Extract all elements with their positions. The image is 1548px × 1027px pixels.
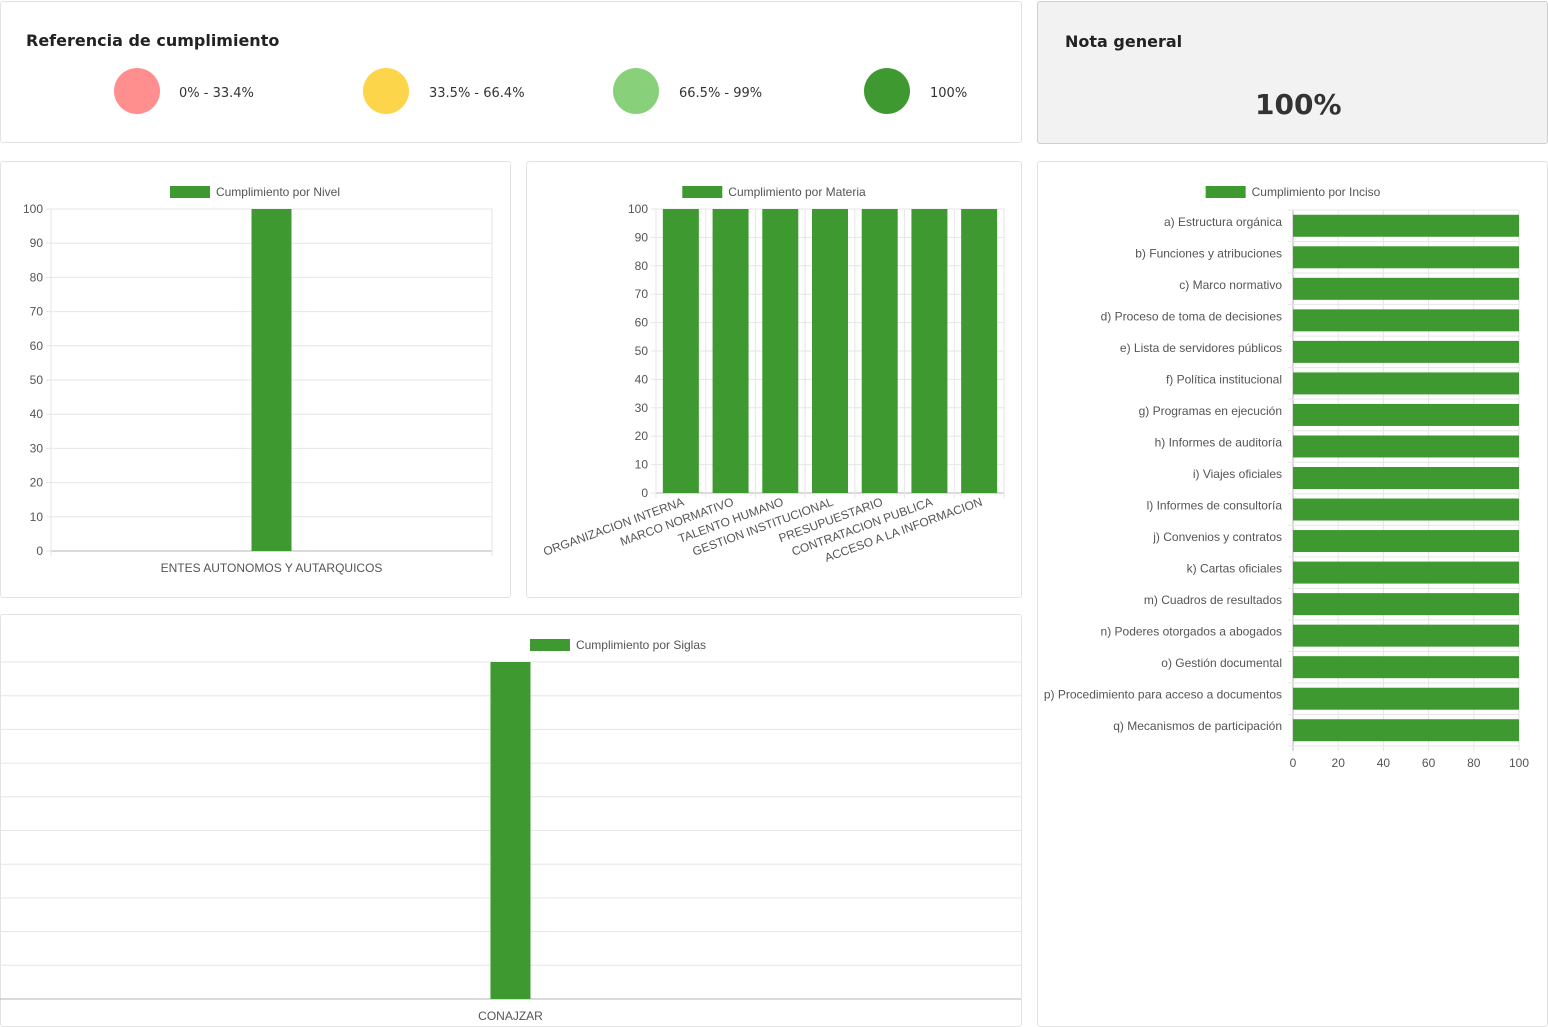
y-tick-label-inciso: n) Poderes otorgados a abogados: [1101, 625, 1282, 639]
bar-inciso: [1293, 246, 1519, 269]
bar-inciso: [1293, 403, 1519, 426]
y-tick-label-nivel: 90: [30, 236, 44, 250]
nota-general-title: Nota general: [1065, 32, 1183, 51]
bar-inciso: [1293, 687, 1519, 710]
y-tick-label-inciso: k) Cartas oficiales: [1187, 562, 1282, 576]
y-tick-label-nivel: 60: [30, 339, 44, 353]
y-tick-label-nivel: 100: [23, 202, 43, 216]
legend-label-high: 66.5% - 99%: [679, 86, 763, 101]
legend-label-siglas: Cumplimiento por Siglas: [576, 638, 706, 652]
bar-inciso: [1293, 498, 1519, 521]
legend-color-high: [613, 68, 659, 114]
bar-materia: [911, 209, 948, 493]
bar-inciso: [1293, 593, 1519, 616]
legend-swatch-siglas: [529, 639, 570, 651]
legend-color-full: [864, 68, 910, 114]
bar-inciso: [1293, 467, 1519, 489]
bar-nivel: [251, 209, 292, 551]
bar-inciso: [1293, 340, 1519, 363]
bar-materia: [662, 209, 699, 493]
y-tick-label-inciso: a) Estructura orgánica: [1164, 215, 1282, 229]
y-tick-label-materia: 20: [635, 429, 649, 443]
y-tick-label-nivel: 20: [30, 476, 44, 490]
y-tick-label-nivel: 30: [30, 441, 44, 455]
bar-materia: [961, 209, 998, 493]
y-tick-label-inciso: m) Cuadros de resultados: [1144, 593, 1282, 607]
x-tick-label-siglas: CONAJZAR: [478, 1009, 543, 1023]
y-tick-label-materia: 10: [635, 458, 649, 472]
bar-siglas: [490, 662, 531, 999]
y-tick-label-materia: 30: [635, 401, 649, 415]
legend-label-materia: Cumplimiento por Materia: [728, 185, 866, 199]
nota-general-value: 100%: [1255, 88, 1342, 121]
y-tick-label-nivel: 50: [30, 373, 44, 387]
bar-materia: [712, 209, 749, 493]
y-tick-label-materia: 40: [635, 372, 649, 386]
x-tick-label-inciso: 80: [1467, 756, 1481, 770]
y-tick-label-inciso: d) Proceso de toma de decisiones: [1101, 309, 1282, 323]
bar-materia: [861, 209, 898, 493]
y-tick-label-inciso: j) Convenios y contratos: [1152, 530, 1282, 544]
reference-card: Referencia de cumplimiento 0% - 33.4% 33…: [0, 1, 1022, 143]
legend-label-inciso: Cumplimiento por Inciso: [1252, 185, 1381, 199]
bar-inciso: [1293, 624, 1519, 647]
x-tick-label-inciso: 60: [1422, 756, 1436, 770]
y-tick-label-nivel: 80: [30, 270, 44, 284]
bar-inciso: [1293, 277, 1519, 300]
y-tick-label-materia: 100: [628, 202, 648, 216]
y-tick-label-inciso: l) Informes de consultoría: [1147, 499, 1283, 513]
reference-title: Referencia de cumplimiento: [26, 31, 280, 50]
legend-label-medium: 33.5% - 66.4%: [429, 86, 525, 101]
x-tick-label-inciso: 0: [1290, 756, 1297, 770]
legend-label-nivel: Cumplimiento por Nivel: [216, 185, 340, 199]
x-tick-label-nivel: ENTES AUTONOMOS Y AUTARQUICOS: [161, 561, 383, 575]
bar-inciso: [1293, 309, 1519, 332]
y-tick-label-inciso: f) Política institucional: [1166, 372, 1282, 386]
bar-inciso: [1293, 214, 1519, 237]
y-tick-label-inciso: g) Programas en ejecución: [1139, 404, 1282, 418]
y-tick-label-nivel: 70: [30, 305, 44, 319]
x-tick-label-inciso: 100: [1509, 756, 1529, 770]
legend-label-full: 100%: [930, 86, 968, 101]
legend-swatch-inciso: [1205, 186, 1246, 198]
bar-inciso: [1293, 719, 1519, 742]
x-tick-label-inciso: 20: [1332, 756, 1346, 770]
legend-label-low: 0% - 33.4%: [179, 86, 254, 101]
bar-inciso: [1293, 372, 1519, 395]
y-tick-label-inciso: h) Informes de auditoría: [1155, 435, 1283, 449]
y-tick-label-inciso: i) Viajes oficiales: [1193, 467, 1282, 481]
bar-inciso: [1293, 656, 1519, 679]
bar-inciso: [1293, 530, 1519, 553]
y-tick-label-materia: 90: [635, 230, 649, 244]
legend-color-low: [114, 68, 160, 114]
y-tick-label-inciso: c) Marco normativo: [1179, 278, 1282, 292]
y-tick-label-nivel: 40: [30, 407, 44, 421]
y-tick-label-materia: 60: [635, 316, 649, 330]
bar-inciso: [1293, 561, 1519, 584]
y-tick-label-materia: 70: [635, 287, 649, 301]
x-tick-label-inciso: 40: [1377, 756, 1391, 770]
y-tick-label-inciso: e) Lista de servidores públicos: [1120, 341, 1282, 355]
nota-general-card: Nota general 100%: [1037, 1, 1548, 144]
bar-materia: [812, 209, 848, 493]
bar-inciso: [1293, 435, 1519, 458]
y-tick-label-nivel: 10: [30, 510, 44, 524]
legend-swatch-nivel: [169, 186, 210, 198]
bar-materia: [762, 209, 799, 493]
y-tick-label-inciso: q) Mecanismos de participación: [1113, 719, 1282, 733]
y-tick-label-materia: 80: [635, 259, 649, 273]
y-tick-label-inciso: p) Procedimiento para acceso a documento…: [1044, 688, 1282, 702]
legend-color-medium: [363, 68, 409, 114]
y-tick-label-inciso: b) Funciones y atribuciones: [1135, 246, 1282, 260]
legend-swatch-materia: [682, 186, 723, 198]
y-tick-label-inciso: o) Gestión documental: [1161, 656, 1282, 670]
y-tick-label-materia: 50: [635, 344, 649, 358]
y-tick-label-materia: 0: [641, 486, 648, 500]
y-tick-label-nivel: 0: [36, 544, 43, 558]
